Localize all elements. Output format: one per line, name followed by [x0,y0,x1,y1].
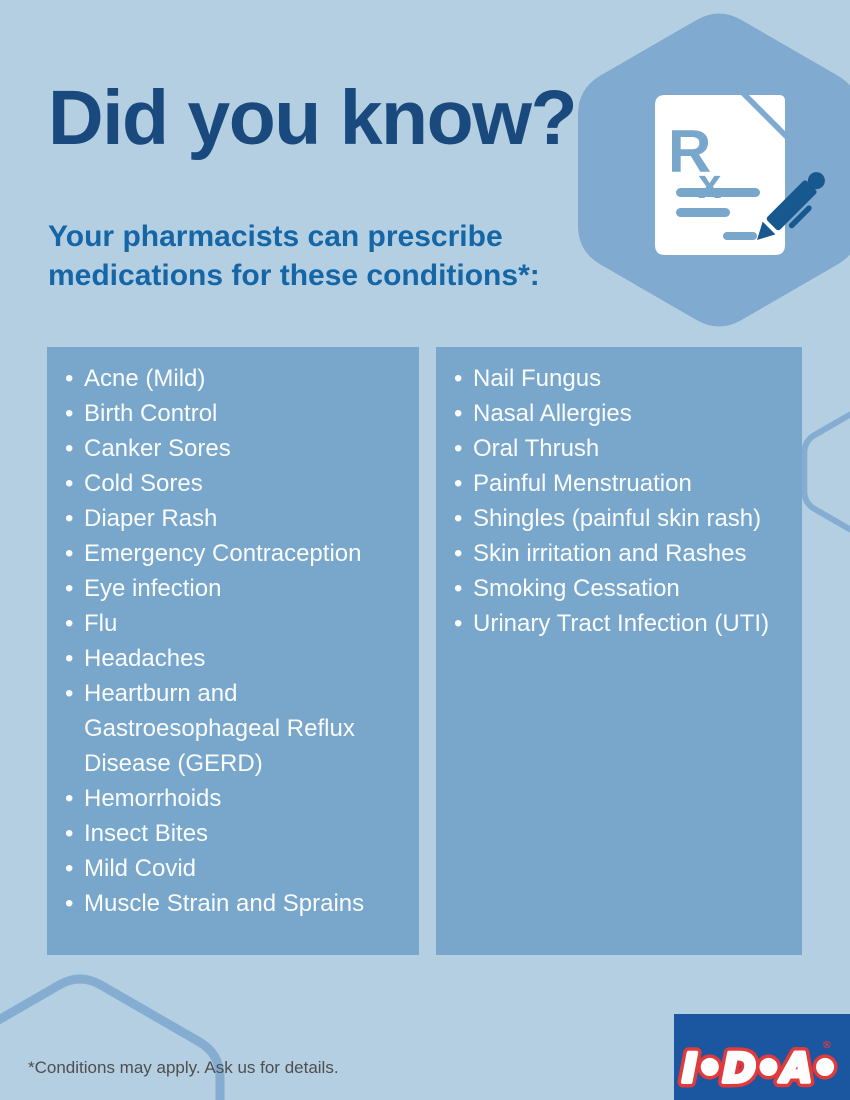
condition-item: • Diaper Rash [65,501,415,536]
condition-item: • Nail Fungus [454,361,798,396]
page-title: Did you know? [48,75,578,161]
condition-item: • Smoking Cessation [454,571,798,606]
condition-label: Mild Covid [84,855,197,882]
condition-label: Nail Fungus [473,365,602,392]
folded-corner [749,95,785,131]
condition-label: Hemorrhoids [84,785,222,812]
conditions-list-left: • Acne (Mild) • Birth Control • Canker Sores •… [47,347,419,921]
ida-logo-graphic: I•D•A• I•D•A• ® [677,1040,844,1098]
bullet-icon: • [454,470,463,497]
condition-label: Diaper Rash [84,505,218,532]
condition-item: • Cold Sores [65,466,415,501]
bullet-icon: • [65,610,74,637]
condition-item: • Acne (Mild) [65,361,415,396]
bullet-icon: • [65,680,74,707]
signature-line [723,232,757,240]
text-line-1 [676,188,760,197]
bullet-icon: • [65,645,74,672]
condition-label: Muscle Strain and Sprains [84,890,365,917]
condition-label: Eye infection [84,575,222,602]
condition-label: Emergency Contraception [84,540,362,567]
condition-label: Flu [84,610,118,637]
bullet-icon: • [454,540,463,567]
condition-label: Acne (Mild) [84,365,206,392]
footnote: *Conditions may apply. Ask us for detail… [28,1058,339,1077]
condition-label: Painful Menstruation [473,470,692,497]
ida-logo-text-outline: I•D•A• [682,1046,838,1092]
condition-item: • Hemorrhoids [65,781,415,816]
pen-icon [757,172,825,240]
condition-label: Skin irritation and Rashes [473,540,747,567]
condition-label: Headaches [84,645,206,672]
condition-item: • Canker Sores [65,431,415,466]
condition-item: • Muscle Strain and Sprains [65,886,415,921]
subtitle-line-1: Your pharmacists can prescribe [48,220,503,253]
bullet-icon: • [65,890,74,917]
hexagon-outline-right [801,411,850,533]
bullet-icon: • [454,610,463,637]
condition-label: Canker Sores [84,435,231,462]
condition-item: • Headaches [65,641,415,676]
rx-symbol-x: x [698,160,722,207]
condition-label: Smoking Cessation [473,575,680,602]
text-line-2 [676,208,730,217]
conditions-panel-left: • Acne (Mild) • Birth Control • Canker Sores •… [47,347,419,955]
registered-trademark-icon: ® [822,1040,832,1051]
condition-item: • Painful Menstruation [454,466,798,501]
bullet-icon: • [65,575,74,602]
condition-label: Nasal Allergies [473,400,632,427]
bullet-icon: • [65,540,74,567]
condition-item: • Eye infection [65,571,415,606]
condition-item: • Oral Thrush [454,431,798,466]
bullet-icon: • [65,820,74,847]
condition-item: • Flu [65,606,415,641]
bullet-icon: • [65,470,74,497]
condition-label: Shingles (painful skin rash) [473,505,762,532]
condition-label: Oral Thrush [473,435,600,462]
bullet-icon: • [65,365,74,392]
bullet-icon: • [65,435,74,462]
prescription-pad-icon: R x [655,95,825,255]
rx-symbol-r: R [668,118,711,185]
condition-item: • Emergency Contraception [65,536,415,571]
bullet-icon: • [454,505,463,532]
subtitle-line-2: medications for these conditions*: [48,259,540,292]
condition-item: • Mild Covid [65,851,415,886]
condition-item: • Heartburn and Gastroesophageal Reflux D… [65,676,415,781]
bullet-icon: • [65,785,74,812]
bullet-icon: • [454,575,463,602]
bullet-icon: • [454,435,463,462]
bullet-icon: • [65,505,74,532]
condition-label: Cold Sores [84,470,203,497]
condition-item: • Nasal Allergies [454,396,798,431]
condition-label: Birth Control [84,400,218,427]
condition-item: • Skin irritation and Rashes [454,536,798,571]
hexagon-outline-bottom-left [0,974,225,1100]
page-subtitle: Your pharmacists can prescribe medicatio… [48,217,540,295]
ida-logo-text: I•D•A• [682,1046,838,1092]
condition-item: • Birth Control [65,396,415,431]
condition-item: • Urinary Tract Infection (UTI) [454,606,798,641]
bullet-icon: • [454,365,463,392]
condition-item: • Shingles (painful skin rash) [454,501,798,536]
condition-label: Insect Bites [84,820,209,847]
condition-label: Heartburn and Gastroesophageal Reflux Di… [84,680,355,777]
bullet-icon: • [65,855,74,882]
ida-logo: I•D•A• I•D•A• ® [674,1014,850,1100]
conditions-panel-right: • Nail Fungus • Nasal Allergies • Oral Thrush… [436,347,802,955]
conditions-list-right: • Nail Fungus • Nasal Allergies • Oral Thrush… [436,347,802,641]
bullet-icon: • [454,400,463,427]
condition-label: Urinary Tract Infection (UTI) [473,610,770,637]
bullet-icon: • [65,400,74,427]
condition-item: • Insect Bites [65,816,415,851]
